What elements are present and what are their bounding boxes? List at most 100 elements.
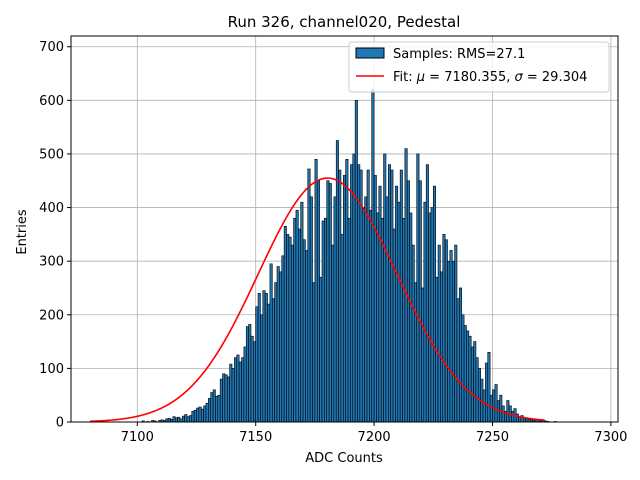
y-tick-label: 400 — [39, 201, 64, 216]
histogram-bar — [302, 239, 306, 423]
histogram-bar — [444, 239, 448, 423]
histogram-bar — [501, 405, 505, 423]
histogram-bar — [234, 357, 238, 423]
histogram-bar — [279, 271, 283, 423]
histogram-bar — [489, 394, 493, 423]
histogram-bar — [437, 244, 441, 423]
legend-samples-label: Samples: RMS=27.1 — [393, 47, 525, 62]
histogram-bar — [487, 352, 491, 423]
histogram-bar — [312, 282, 316, 423]
histogram-bar — [388, 164, 391, 423]
histogram-bar — [198, 406, 202, 423]
histogram-bar — [340, 234, 344, 423]
histogram-bar — [257, 293, 261, 423]
histogram-bar — [485, 362, 489, 423]
histogram-bar — [421, 287, 425, 423]
histogram-bar — [316, 180, 320, 423]
histogram-bar — [470, 346, 474, 423]
histogram-bar — [511, 410, 515, 423]
histogram-bar — [205, 402, 209, 423]
histogram-bar — [271, 298, 275, 423]
x-axis-label: ADC Counts — [305, 451, 383, 466]
histogram-bar — [447, 260, 451, 423]
y-tick-label: 300 — [39, 255, 64, 270]
histogram-bar — [196, 407, 200, 423]
histogram-bar — [191, 410, 195, 423]
histogram-bar — [430, 207, 434, 423]
histogram-bar — [380, 217, 384, 423]
histogram-bar — [328, 183, 332, 423]
histogram-bar — [245, 326, 249, 423]
histogram-bar — [369, 209, 373, 423]
x-axis: 7100 7150 7200 7250 7300 — [121, 422, 627, 445]
histogram-bar — [288, 236, 292, 423]
histogram-bar — [290, 244, 294, 423]
histogram-bar — [338, 169, 342, 423]
histogram-bar — [215, 395, 219, 423]
histogram-bar — [461, 314, 465, 423]
x-tick-label: 7100 — [121, 430, 154, 445]
histogram-bar — [253, 341, 257, 423]
histogram-bar — [222, 373, 226, 423]
histogram-bar — [499, 394, 503, 423]
histogram-bar — [269, 263, 273, 423]
histogram-bar — [473, 341, 477, 423]
histogram-bar — [281, 255, 285, 423]
y-tick-label: 500 — [39, 147, 64, 162]
histogram-bar — [482, 389, 486, 423]
histogram-bar — [345, 159, 349, 423]
histogram-bar — [466, 330, 470, 423]
histogram-bar — [333, 196, 337, 423]
histogram-bar — [217, 394, 221, 423]
histogram-bar — [475, 357, 479, 423]
histogram-bar — [186, 416, 190, 423]
y-tick-label: 0 — [56, 416, 64, 431]
histogram-bar — [373, 175, 377, 423]
histogram-bar — [335, 140, 339, 423]
histogram-bar — [383, 153, 387, 423]
histogram-bar — [255, 306, 259, 423]
histogram-bar — [359, 169, 363, 423]
histogram-bar — [200, 408, 204, 423]
histogram-bar — [428, 212, 432, 423]
histogram-bar — [319, 276, 323, 423]
histogram-bar — [477, 368, 481, 423]
legend: Samples: RMS=27.1 Fit: μ = 7180.355, σ =… — [348, 41, 610, 93]
y-tick-label: 200 — [39, 308, 64, 323]
histogram-bar — [364, 196, 368, 423]
histogram-bar — [402, 217, 406, 423]
histogram-bar — [226, 376, 230, 423]
x-tick-label: 7150 — [239, 430, 272, 445]
legend-fit-label: Fit: μ = 7180.355, σ = 29.304 — [393, 70, 587, 85]
histogram-bar — [343, 175, 346, 423]
histogram-bar — [456, 298, 460, 423]
histogram-bar — [300, 201, 304, 423]
histogram-bar — [492, 389, 496, 423]
histogram-bar — [274, 282, 278, 423]
histogram-bar — [411, 244, 415, 423]
histogram-bar — [459, 287, 463, 423]
histogram-bar — [295, 209, 299, 423]
histogram-bar — [283, 226, 287, 423]
histogram-bar — [298, 228, 301, 423]
histogram-bar — [276, 266, 280, 423]
legend-box — [348, 41, 610, 93]
y-tick-label: 600 — [39, 94, 64, 109]
histogram-bar — [229, 363, 233, 423]
histogram-bar — [321, 220, 325, 423]
histogram-bar — [361, 207, 365, 423]
histogram-bar — [314, 159, 318, 423]
histogram-bar — [432, 185, 436, 423]
histogram-bar — [236, 354, 240, 423]
histogram-bar — [184, 414, 188, 423]
x-tick-label: 7300 — [594, 430, 627, 445]
x-tick-label: 7250 — [476, 430, 509, 445]
histogram-bar — [506, 400, 510, 423]
histogram-bar — [219, 378, 223, 423]
histogram-bar — [354, 100, 358, 423]
histogram-bar — [395, 185, 399, 423]
histogram-bar — [451, 260, 455, 423]
histogram-bar — [305, 250, 309, 423]
y-tick-label: 100 — [39, 362, 64, 377]
